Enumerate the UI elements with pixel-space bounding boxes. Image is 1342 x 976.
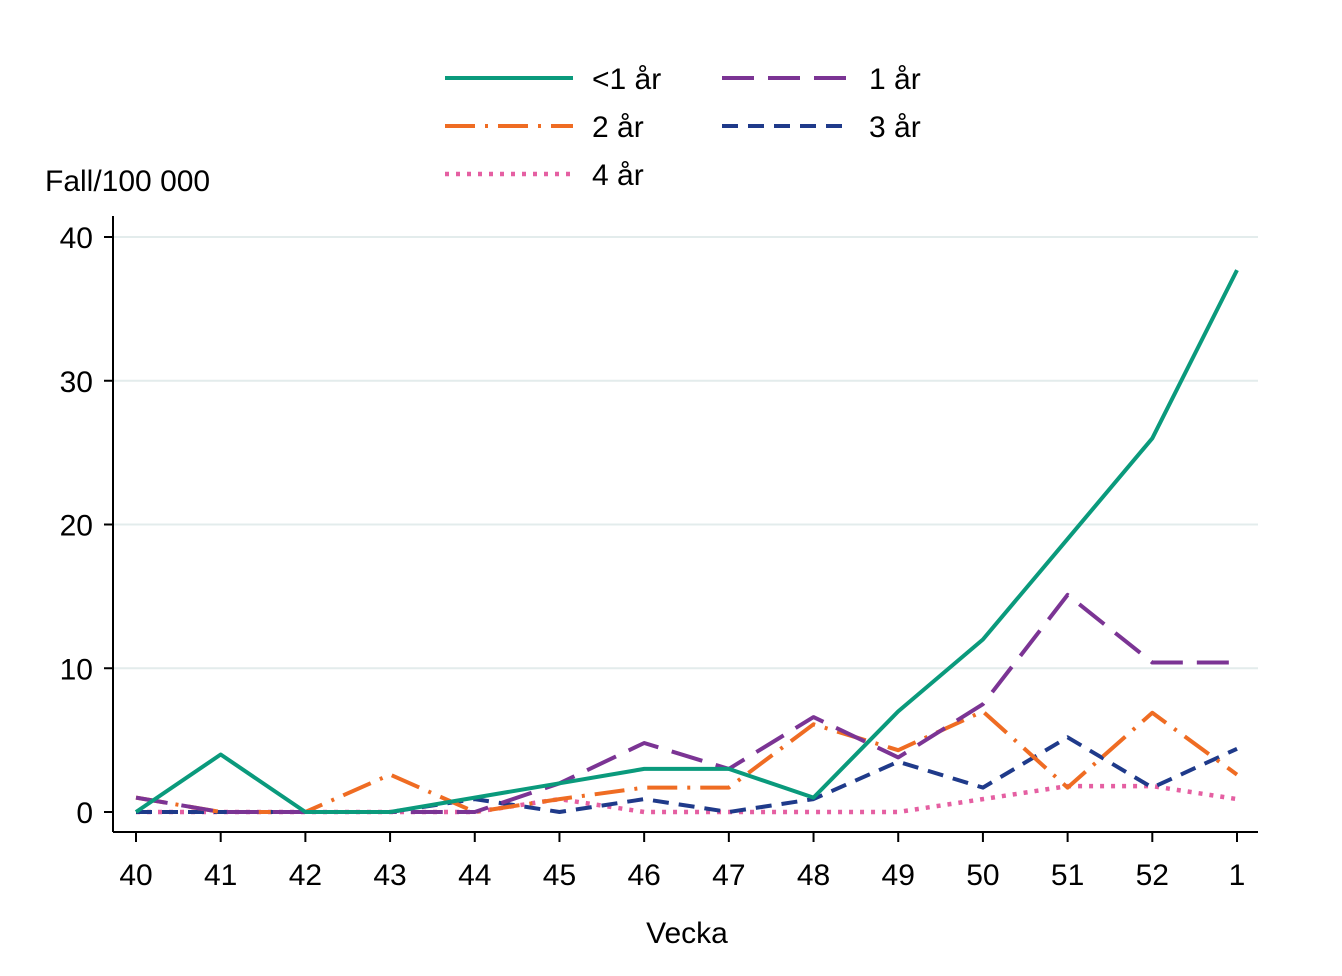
x-tick-label: 49 (882, 859, 915, 892)
x-tick-label: 40 (119, 859, 152, 892)
x-tick-label: 43 (373, 859, 406, 892)
x-tick-label: 42 (289, 859, 322, 892)
x-tick-label: 47 (712, 859, 745, 892)
x-tick-label: 51 (1051, 859, 1084, 892)
series-lines (134, 269, 1239, 815)
x-tick-label: 50 (966, 859, 999, 892)
y-axis-title: Fall/100 000 (45, 165, 210, 198)
series-line (134, 269, 1239, 814)
legend-label: 4 år (592, 159, 644, 192)
y-tick-label: 40 (60, 222, 93, 255)
y-tick-label: 10 (60, 653, 93, 686)
legend: <1 år 1 år 2 år 3 år 4 år (445, 63, 921, 192)
series-line (135, 709, 1239, 814)
series-line (136, 783, 1238, 815)
x-tick-label: 45 (543, 859, 576, 892)
x-tick-label: 44 (458, 859, 491, 892)
legend-label: 2 år (592, 111, 644, 144)
x-tick-label: 48 (797, 859, 830, 892)
x-tick-label: 41 (204, 859, 237, 892)
x-ticks: 40 41 42 43 44 45 46 47 48 49 50 51 52 1 (119, 832, 1245, 892)
y-tick-label: 20 (60, 510, 93, 543)
x-axis-title: Vecka (646, 917, 728, 950)
y-tick-label: 30 (60, 366, 93, 399)
legend-label: 1 år (869, 63, 921, 96)
x-tick-label: 1 (1229, 859, 1246, 892)
legend-label: <1 år (592, 63, 661, 96)
y-tick-label: 0 (76, 797, 93, 830)
y-ticks: 0 10 20 30 40 (60, 222, 113, 830)
gridlines (113, 236, 1258, 670)
x-tick-label: 46 (627, 859, 660, 892)
x-tick-label: 52 (1136, 859, 1169, 892)
legend-label: 3 år (869, 111, 921, 144)
